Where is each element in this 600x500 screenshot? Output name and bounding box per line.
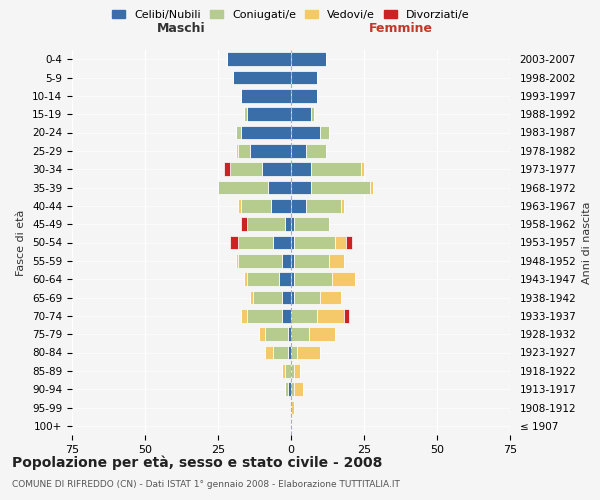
Bar [291,328,308,341]
Bar [238,199,241,212]
Bar [271,199,291,212]
Bar [285,218,291,231]
Bar [291,108,311,121]
Bar [285,382,288,396]
Bar [238,254,282,268]
Bar [305,199,341,212]
Bar [244,272,247,286]
Bar [346,236,352,250]
Bar [282,364,285,378]
Bar [224,162,230,176]
Bar [294,218,329,231]
Bar [291,89,317,102]
Bar [294,254,329,268]
Bar [308,328,335,341]
Bar [294,272,332,286]
Bar [294,290,320,304]
Bar [297,346,320,360]
Bar [230,162,262,176]
Bar [288,328,291,341]
Bar [244,108,247,121]
Bar [291,70,317,85]
Bar [317,309,344,322]
Bar [288,346,291,360]
Bar [291,364,294,378]
Bar [241,218,247,231]
Bar [247,108,291,121]
Bar [241,126,291,140]
Bar [291,199,305,212]
Bar [294,236,335,250]
Bar [247,272,280,286]
Bar [241,89,291,102]
Bar [259,328,265,341]
Bar [247,218,285,231]
Bar [291,400,294,414]
Bar [247,309,282,322]
Bar [288,382,291,396]
Bar [280,272,291,286]
Bar [262,162,291,176]
Bar [238,144,250,158]
Bar [335,236,346,250]
Bar [291,180,311,194]
Bar [311,108,314,121]
Bar [236,254,238,268]
Bar [361,162,364,176]
Bar [291,218,294,231]
Bar [291,162,311,176]
Bar [218,180,268,194]
Bar [291,382,294,396]
Bar [332,272,355,286]
Bar [274,236,291,250]
Bar [294,382,302,396]
Bar [341,199,344,212]
Bar [291,290,294,304]
Bar [238,236,274,250]
Bar [291,346,297,360]
Bar [311,162,361,176]
Bar [320,290,341,304]
Bar [282,290,291,304]
Bar [241,309,247,322]
Bar [265,346,274,360]
Bar [291,272,294,286]
Bar [236,126,241,140]
Bar [265,328,288,341]
Bar [329,254,344,268]
Bar [344,309,349,322]
Bar [250,290,253,304]
Bar [291,236,294,250]
Text: Femmine: Femmine [368,22,433,36]
Bar [253,290,282,304]
Bar [236,144,238,158]
Y-axis label: Fasce di età: Fasce di età [16,210,26,276]
Bar [285,364,291,378]
Bar [291,126,320,140]
Bar [233,70,291,85]
Bar [294,364,300,378]
Bar [227,52,291,66]
Legend: Celibi/Nubili, Coniugati/e, Vedovi/e, Divorziati/e: Celibi/Nubili, Coniugati/e, Vedovi/e, Di… [108,6,474,25]
Bar [241,199,271,212]
Bar [320,126,329,140]
Bar [282,254,291,268]
Bar [282,309,291,322]
Bar [291,309,317,322]
Bar [370,180,373,194]
Text: Popolazione per età, sesso e stato civile - 2008: Popolazione per età, sesso e stato civil… [12,455,382,469]
Bar [291,144,305,158]
Bar [291,254,294,268]
Bar [268,180,291,194]
Bar [250,144,291,158]
Bar [291,52,326,66]
Bar [305,144,326,158]
Bar [230,236,238,250]
Text: Maschi: Maschi [157,22,206,36]
Text: COMUNE DI RIFREDDO (CN) - Dati ISTAT 1° gennaio 2008 - Elaborazione TUTTITALIA.I: COMUNE DI RIFREDDO (CN) - Dati ISTAT 1° … [12,480,400,489]
Y-axis label: Anni di nascita: Anni di nascita [582,201,592,284]
Bar [274,346,288,360]
Bar [311,180,370,194]
